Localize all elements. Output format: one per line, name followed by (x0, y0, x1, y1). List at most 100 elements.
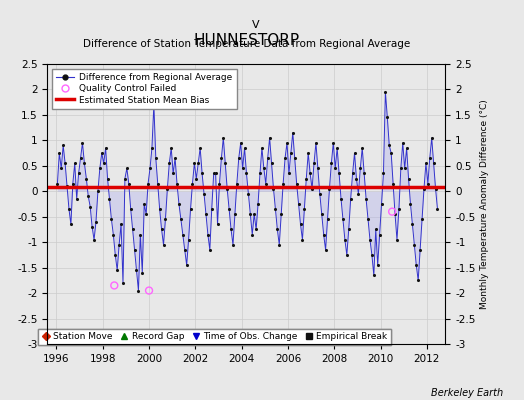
Point (310, 160, 318, 166)
Point (254, 201, 262, 207)
Point (86, 203, 94, 210)
Point (72, 196, 81, 202)
Point (63, 183, 71, 189)
Point (196, 145, 204, 151)
Point (96, 165, 104, 172)
Point (177, 216, 185, 222)
Point (80, 160, 89, 166)
Point (71, 160, 79, 166)
Point (264, 155, 272, 161)
Point (225, 206, 233, 212)
Point (126, 206, 135, 212)
Point (171, 155, 179, 161)
Point (323, 216, 332, 222)
Point (414, 277, 422, 284)
Point (244, 191, 253, 197)
Point (416, 247, 424, 253)
Point (399, 140, 407, 146)
Point (402, 145, 411, 151)
Point (298, 236, 307, 243)
Point (113, 267, 122, 273)
Point (406, 201, 414, 207)
Point (138, 270, 147, 276)
Point (78, 140, 86, 146)
Point (55, 150, 63, 156)
Point (258, 145, 266, 151)
Point (194, 160, 202, 166)
Point (358, 145, 366, 151)
Point (90, 236, 98, 243)
Point (119, 280, 127, 286)
Point (308, 186, 316, 192)
Point (65, 206, 73, 212)
Point (343, 252, 351, 258)
Point (430, 160, 438, 166)
Point (318, 211, 326, 217)
Point (204, 231, 212, 238)
Point (59, 142, 68, 149)
Point (144, 180, 152, 187)
Point (211, 170, 220, 177)
Point (229, 242, 237, 248)
Point (67, 221, 75, 228)
Point (360, 170, 368, 177)
Point (337, 196, 345, 202)
Point (375, 231, 384, 238)
Point (315, 191, 324, 197)
Point (165, 160, 173, 166)
Point (235, 155, 243, 161)
Point (283, 140, 291, 146)
Point (325, 186, 334, 192)
Point (175, 201, 183, 207)
Point (94, 188, 102, 194)
Point (397, 165, 405, 172)
Point (368, 252, 376, 258)
Point (151, 155, 160, 161)
Point (372, 226, 380, 233)
Point (252, 226, 260, 233)
Point (281, 155, 289, 161)
Point (290, 155, 299, 161)
Point (248, 231, 256, 238)
Point (333, 145, 341, 151)
Point (400, 165, 409, 172)
Point (289, 130, 297, 136)
Point (134, 287, 143, 294)
Point (159, 242, 168, 248)
Point (300, 206, 309, 212)
Point (345, 226, 353, 233)
Point (110, 282, 118, 289)
Point (136, 231, 145, 238)
Point (115, 242, 123, 248)
Point (418, 216, 426, 222)
Point (150, 102, 158, 108)
Point (82, 175, 91, 182)
Point (292, 180, 301, 187)
Point (84, 193, 92, 200)
Point (377, 201, 386, 207)
Point (107, 216, 116, 222)
Point (102, 145, 110, 151)
Point (275, 242, 283, 248)
Point (179, 231, 187, 238)
Point (200, 191, 208, 197)
Point (428, 135, 436, 141)
Point (181, 247, 189, 253)
Point (208, 206, 216, 212)
Point (312, 140, 320, 146)
Point (331, 165, 340, 172)
Point (261, 180, 270, 187)
Point (121, 175, 129, 182)
Point (287, 150, 295, 156)
Point (167, 145, 176, 151)
Point (388, 208, 396, 215)
Point (109, 231, 117, 238)
Point (227, 226, 235, 233)
Point (381, 89, 389, 95)
Point (154, 180, 162, 187)
Text: V: V (252, 20, 259, 30)
Point (267, 160, 276, 166)
Point (266, 135, 274, 141)
Point (123, 165, 131, 172)
Point (103, 175, 112, 182)
